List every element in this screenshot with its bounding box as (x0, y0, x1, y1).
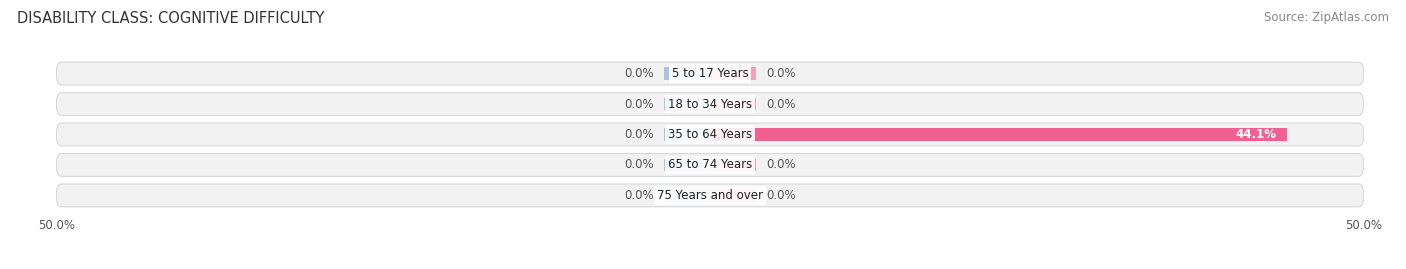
Text: 0.0%: 0.0% (624, 128, 654, 141)
Bar (664, 98, 710, 111)
Text: 0.0%: 0.0% (624, 189, 654, 202)
Bar (664, 158, 710, 171)
Bar (710, 67, 756, 80)
Text: 0.0%: 0.0% (766, 67, 796, 80)
Text: Source: ZipAtlas.com: Source: ZipAtlas.com (1264, 11, 1389, 24)
FancyBboxPatch shape (56, 62, 1364, 85)
Text: 35 to 64 Years: 35 to 64 Years (668, 128, 752, 141)
Text: DISABILITY CLASS: COGNITIVE DIFFICULTY: DISABILITY CLASS: COGNITIVE DIFFICULTY (17, 11, 325, 26)
Bar (664, 67, 710, 80)
FancyBboxPatch shape (56, 184, 1364, 207)
Bar (710, 158, 756, 171)
Text: 75 Years and over: 75 Years and over (657, 189, 763, 202)
Bar (710, 128, 1286, 141)
Text: 0.0%: 0.0% (766, 158, 796, 171)
Bar (710, 98, 756, 111)
Text: 0.0%: 0.0% (624, 98, 654, 111)
Text: 65 to 74 Years: 65 to 74 Years (668, 158, 752, 171)
FancyBboxPatch shape (56, 93, 1364, 115)
Text: 5 to 17 Years: 5 to 17 Years (672, 67, 748, 80)
Text: 0.0%: 0.0% (624, 158, 654, 171)
FancyBboxPatch shape (56, 154, 1364, 176)
Bar (664, 189, 710, 202)
Bar (710, 189, 756, 202)
Bar (664, 128, 710, 141)
Text: 0.0%: 0.0% (624, 67, 654, 80)
Text: 0.0%: 0.0% (766, 189, 796, 202)
Text: 18 to 34 Years: 18 to 34 Years (668, 98, 752, 111)
FancyBboxPatch shape (56, 123, 1364, 146)
Text: 0.0%: 0.0% (766, 98, 796, 111)
Text: 44.1%: 44.1% (1236, 128, 1277, 141)
